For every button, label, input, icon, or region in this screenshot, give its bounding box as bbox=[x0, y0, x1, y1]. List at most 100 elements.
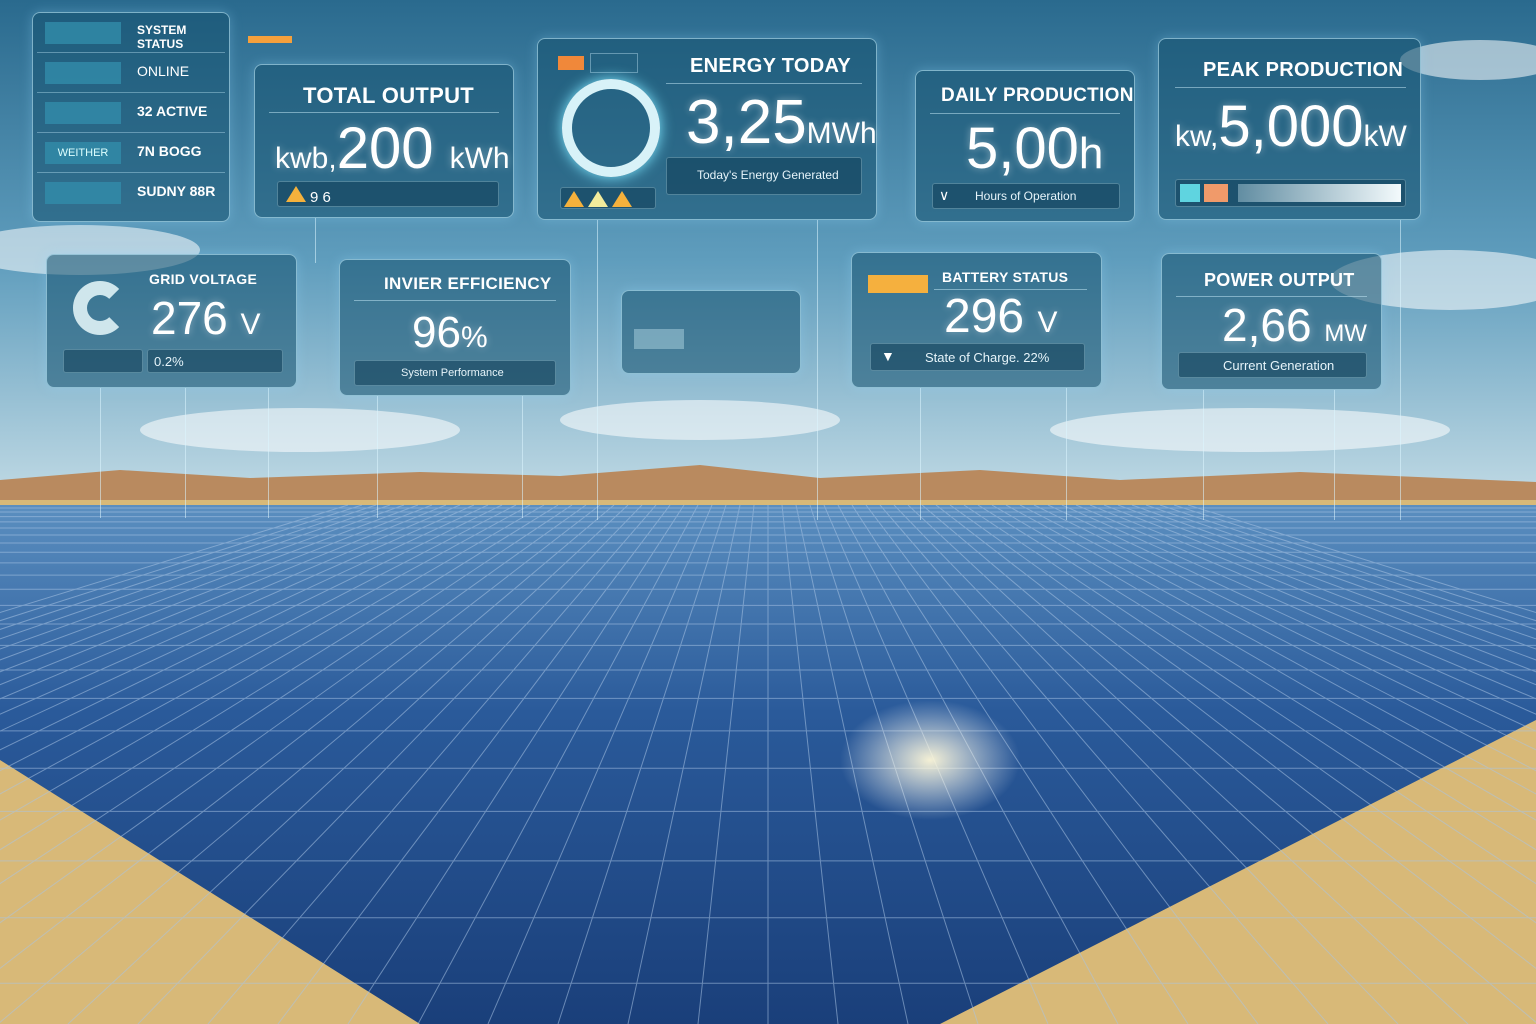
panel-grid-line bbox=[1187, 504, 1536, 614]
caption: State of Charge. 22% bbox=[925, 350, 1050, 365]
caption-bar: System Performance bbox=[354, 360, 556, 386]
panel-title: TOTAL OUTPUT bbox=[303, 83, 475, 108]
footer-bar-left bbox=[63, 349, 143, 373]
panel-grid-line bbox=[0, 504, 517, 772]
panel-grid-line bbox=[1061, 504, 1536, 715]
panel-grid-line bbox=[991, 504, 1536, 821]
caption: Current Generation bbox=[1223, 358, 1335, 373]
prefix: kwb, bbox=[275, 142, 337, 175]
unit: kWh bbox=[449, 142, 510, 175]
connector-line bbox=[1400, 220, 1401, 520]
energy-today-panel: ENERGY TODAY 3,25MWh Today's Energy Gene… bbox=[537, 38, 877, 220]
caption-bar: ∨ Hours of Operation bbox=[932, 183, 1120, 209]
connector-line bbox=[920, 388, 921, 520]
panel-grid-line bbox=[697, 504, 755, 1024]
inverter-efficiency-value: 96% bbox=[412, 308, 488, 358]
status-row: 32 ACTIVE bbox=[37, 95, 225, 133]
value: 2,66 bbox=[1222, 299, 1312, 351]
status-label-box bbox=[590, 53, 638, 73]
panel-grid-line bbox=[0, 504, 447, 686]
value: 96 bbox=[412, 308, 461, 357]
panel-title: GRID VOLTAGE bbox=[149, 271, 258, 287]
warning-icon bbox=[564, 191, 584, 207]
system-status-panel: SYSTEM STATUS ONLINE 32 ACTIVE WEITHER 7N… bbox=[32, 12, 230, 222]
panel-grid-line bbox=[1117, 504, 1536, 661]
divider bbox=[269, 112, 499, 113]
power-output-panel: POWER OUTPUT 2,66 MW Current Generation bbox=[1161, 253, 1382, 390]
panel-grid-line bbox=[0, 504, 559, 851]
connector-line bbox=[268, 388, 269, 518]
battery-icon: ▼ bbox=[881, 348, 895, 364]
panel-grid-line bbox=[67, 504, 629, 1024]
panel-grid-line bbox=[0, 504, 587, 924]
connector-line bbox=[1066, 388, 1067, 520]
status-value: 7N BOGG bbox=[137, 143, 202, 159]
grid-voltage-value: 276 V bbox=[151, 291, 261, 345]
status-row: WEITHER 7N BOGG bbox=[37, 135, 225, 173]
status-badge bbox=[558, 56, 584, 70]
caption: Hours of Operation bbox=[975, 189, 1077, 203]
panel-grid-line bbox=[0, 504, 377, 630]
info-panel bbox=[621, 290, 801, 374]
panel-grid-line bbox=[963, 504, 1536, 885]
panel-grid-line bbox=[879, 504, 1329, 1024]
status-tag bbox=[45, 22, 121, 44]
panel-grid-line bbox=[137, 504, 643, 1024]
panel-grid-line bbox=[851, 504, 1189, 1024]
panel-grid-line bbox=[0, 504, 391, 640]
panel-grid-line bbox=[0, 504, 405, 650]
warning-icon bbox=[286, 186, 306, 202]
caption-bar: Today's Energy Generated bbox=[666, 157, 862, 195]
power-output-value: 2,66 MW bbox=[1222, 298, 1367, 352]
panel-grid-line bbox=[1047, 504, 1536, 732]
peak-production-value: kw,5,000kW bbox=[1175, 93, 1407, 160]
unit: h bbox=[1078, 129, 1104, 178]
status-tag bbox=[45, 182, 121, 204]
panel-grid-line bbox=[347, 504, 685, 1024]
peak-production-panel: PEAK PRODUCTION kw,5,000kW bbox=[1158, 38, 1421, 220]
panel-grid-line bbox=[0, 504, 461, 700]
panel-title: PEAK PRODUCTION bbox=[1203, 59, 1404, 81]
footer-bar: 9 6 bbox=[277, 181, 499, 207]
divider bbox=[934, 289, 1087, 290]
panel-grid-line bbox=[277, 504, 671, 1024]
indicator-bar bbox=[560, 187, 656, 209]
panel-grid-line bbox=[1089, 504, 1536, 686]
caption: System Performance bbox=[401, 367, 504, 379]
caption-bar: Current Generation bbox=[1178, 352, 1367, 378]
caption: Today's Energy Generated bbox=[697, 168, 839, 182]
panel-grid-line bbox=[417, 504, 699, 1024]
connector-line bbox=[1203, 390, 1204, 520]
panel-grid-line bbox=[781, 504, 839, 1024]
footer-bar bbox=[1175, 179, 1406, 207]
footer-bar: 0.2% bbox=[147, 349, 283, 373]
value: 200 bbox=[336, 116, 434, 181]
panel-grid-line bbox=[0, 504, 531, 795]
orange-indicator bbox=[1204, 184, 1228, 202]
connector-line bbox=[1334, 390, 1335, 520]
panel-grid-line bbox=[1033, 504, 1536, 751]
panel-grid-line bbox=[1131, 504, 1536, 650]
total-output-value: kwb,200 kWh bbox=[275, 115, 510, 182]
panel-grid-line bbox=[627, 504, 741, 1024]
value: 296 bbox=[944, 290, 1025, 343]
divider bbox=[354, 300, 556, 301]
panel-grid-line bbox=[557, 504, 727, 1024]
panel-grid-line bbox=[0, 504, 601, 970]
unit: MW bbox=[1324, 320, 1367, 347]
status-tag bbox=[45, 62, 121, 84]
panel-title: INVIER EFFICIENCY bbox=[384, 274, 552, 293]
panel-grid-line bbox=[0, 504, 503, 751]
divider bbox=[666, 83, 862, 84]
connector-line bbox=[597, 220, 598, 520]
panel-grid-line bbox=[0, 504, 363, 622]
divider bbox=[1175, 87, 1406, 88]
unit: V bbox=[1037, 306, 1058, 339]
inverter-efficiency-panel: INVIER EFFICIENCY 96% System Performance bbox=[339, 259, 571, 396]
panel-grid-line bbox=[1075, 504, 1536, 700]
prefix: kw, bbox=[1175, 120, 1219, 153]
status-row: SUDNY 88R bbox=[37, 175, 225, 213]
daily-production-panel: DAILY PRODUCTION 5,00h ∨ Hours of Operati… bbox=[915, 70, 1135, 222]
caption-bar: ▼ State of Charge. 22% bbox=[870, 343, 1085, 371]
panel-grid-line bbox=[0, 504, 433, 673]
